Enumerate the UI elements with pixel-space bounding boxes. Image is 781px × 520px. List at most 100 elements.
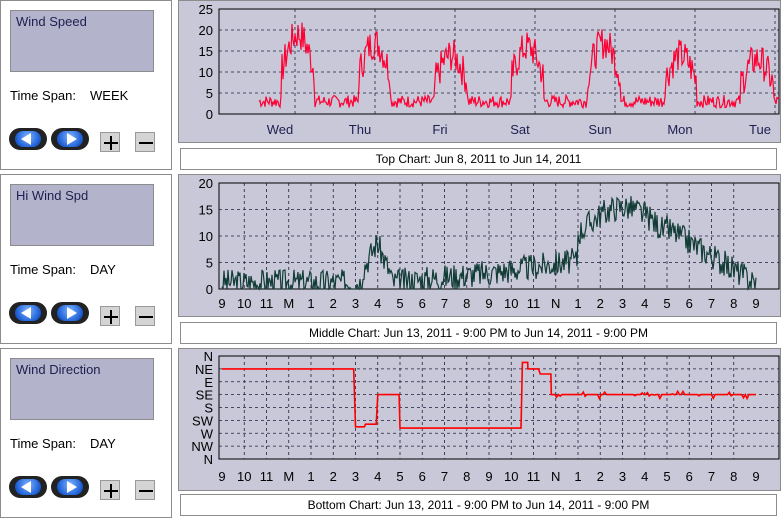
minus-icon xyxy=(139,490,153,492)
x-tick-label: Thu xyxy=(349,122,371,137)
next-arrow-icon xyxy=(67,133,77,145)
zoom-out-button[interactable] xyxy=(135,480,155,500)
next-button[interactable] xyxy=(51,476,89,498)
y-tick-label: 10 xyxy=(199,229,213,244)
wind-speed-plot: 0 5 10 15 20 25 Wed Thu Fri Sat Sun Mon Tue xyxy=(199,2,780,137)
x-tick-label: N xyxy=(551,469,560,484)
y-tick-label: SE xyxy=(196,388,214,403)
x-tick-label: 9 xyxy=(752,469,759,484)
chart-hi-wind-spd: 0 5 10 15 20 9 10 11 M 1 2 3 4 5 6 7 8 9 10 11 N 1 2 3 4 5 6 7 8 9 xyxy=(178,174,781,317)
y-tick-label: 25 xyxy=(199,2,213,17)
x-tick-label: 1 xyxy=(307,469,314,484)
previous-button[interactable] xyxy=(9,128,47,150)
plus-icon xyxy=(104,136,118,150)
x-tick-label: 7 xyxy=(441,469,448,484)
zoom-in-button[interactable] xyxy=(100,306,120,326)
next-button[interactable] xyxy=(51,128,89,150)
x-tick-label: 8 xyxy=(730,469,737,484)
x-tick-label: 5 xyxy=(663,296,670,311)
control-panel-wind-speed: Wind Speed Time Span: WEEK xyxy=(0,0,172,170)
x-tick-label: 5 xyxy=(396,296,403,311)
x-tick-label: Fri xyxy=(432,122,447,137)
x-tick-label: 10 xyxy=(237,469,251,484)
x-tick-label: 9 xyxy=(218,296,225,311)
previous-arrow-icon xyxy=(21,307,31,319)
previous-arrow-icon xyxy=(21,481,31,493)
x-tick-label: 8 xyxy=(463,296,470,311)
y-tick-label: SW xyxy=(192,413,214,428)
time-span-value: DAY xyxy=(90,436,116,451)
next-arrow-icon xyxy=(67,481,77,493)
x-tick-label: 6 xyxy=(419,469,426,484)
x-tick-label: 6 xyxy=(686,469,693,484)
y-tick-label: 5 xyxy=(206,86,213,101)
x-tick-label: 2 xyxy=(597,469,604,484)
y-tick-label: 0 xyxy=(206,107,213,122)
previous-arrow-icon xyxy=(21,133,31,145)
x-tick-label: 4 xyxy=(374,469,381,484)
previous-button[interactable] xyxy=(9,476,47,498)
time-span-label: Time Span: xyxy=(10,262,76,277)
time-span-label: Time Span: xyxy=(10,88,76,103)
x-tick-label: 5 xyxy=(396,469,403,484)
x-tick-label: 9 xyxy=(752,296,759,311)
panel-title[interactable]: Wind Speed xyxy=(10,10,154,72)
x-tick-label: 1 xyxy=(307,296,314,311)
y-tick-label: 5 xyxy=(206,256,213,271)
y-tick-label: NW xyxy=(191,439,213,454)
zoom-in-button[interactable] xyxy=(100,132,120,152)
x-tick-label: 4 xyxy=(641,469,648,484)
x-tick-label: 10 xyxy=(504,296,518,311)
chart-wind-direction: N NW W SW S SE E NE N 9 10 11 M 1 2 3 4 5 6 7 8 9 10 11 N 1 2 3 4 5 6 7… xyxy=(178,348,781,491)
panel-title[interactable]: Wind Direction xyxy=(10,358,154,420)
x-tick-label: 5 xyxy=(663,469,670,484)
wind-speed-series xyxy=(258,22,780,110)
y-tick-label: 20 xyxy=(199,23,213,38)
x-tick-label: 2 xyxy=(330,296,337,311)
y-tick-label: 0 xyxy=(206,282,213,297)
x-tick-label: 11 xyxy=(527,469,541,484)
x-tick-label: M xyxy=(283,296,294,311)
x-tick-label: Sat xyxy=(510,122,530,137)
x-tick-label: 11 xyxy=(260,469,274,484)
x-tick-label: 11 xyxy=(527,296,541,311)
zoom-out-button[interactable] xyxy=(135,132,155,152)
x-tick-label: 3 xyxy=(619,469,626,484)
y-tick-label: 15 xyxy=(199,44,213,59)
y-tick-label: E xyxy=(204,375,213,390)
next-arrow-icon xyxy=(67,307,77,319)
x-tick-label: 7 xyxy=(708,296,715,311)
bottom-chart-caption: Bottom Chart: Jun 13, 2011 - 9:00 PM to … xyxy=(180,494,777,516)
zoom-in-button[interactable] xyxy=(100,480,120,500)
time-span-value: WEEK xyxy=(90,88,129,103)
x-tick-label: 4 xyxy=(641,296,648,311)
next-button[interactable] xyxy=(51,302,89,324)
y-tick-label: NE xyxy=(195,362,213,377)
x-tick-label: 11 xyxy=(260,296,274,311)
x-tick-label: 3 xyxy=(352,469,359,484)
plus-icon xyxy=(104,310,118,324)
control-panel-wind-direction: Wind Direction Time Span: DAY xyxy=(0,348,172,518)
x-tick-label: 8 xyxy=(730,296,737,311)
y-tick-label: S xyxy=(204,401,213,416)
plot-frame xyxy=(218,8,780,115)
x-tick-label: 10 xyxy=(504,469,518,484)
x-tick-label: 10 xyxy=(237,296,251,311)
x-tick-label: 8 xyxy=(463,469,470,484)
y-tick-label: 15 xyxy=(199,203,213,218)
x-tick-label: 7 xyxy=(708,469,715,484)
x-tick-label: Wed xyxy=(267,122,294,137)
previous-button[interactable] xyxy=(9,302,47,324)
minus-icon xyxy=(139,316,153,318)
y-tick-label: 20 xyxy=(199,176,213,191)
control-panel-hi-wind-spd: Hi Wind Spd Time Span: DAY xyxy=(0,174,172,344)
x-tick-label: 7 xyxy=(441,296,448,311)
panel-title[interactable]: Hi Wind Spd xyxy=(10,184,154,246)
x-tick-label: N xyxy=(551,296,560,311)
zoom-out-button[interactable] xyxy=(135,306,155,326)
hi-wind-spd-series xyxy=(221,196,757,291)
x-tick-label: Mon xyxy=(667,122,692,137)
top-chart-caption: Top Chart: Jun 8, 2011 to Jun 14, 2011 xyxy=(180,148,777,170)
x-tick-label: 1 xyxy=(574,469,581,484)
